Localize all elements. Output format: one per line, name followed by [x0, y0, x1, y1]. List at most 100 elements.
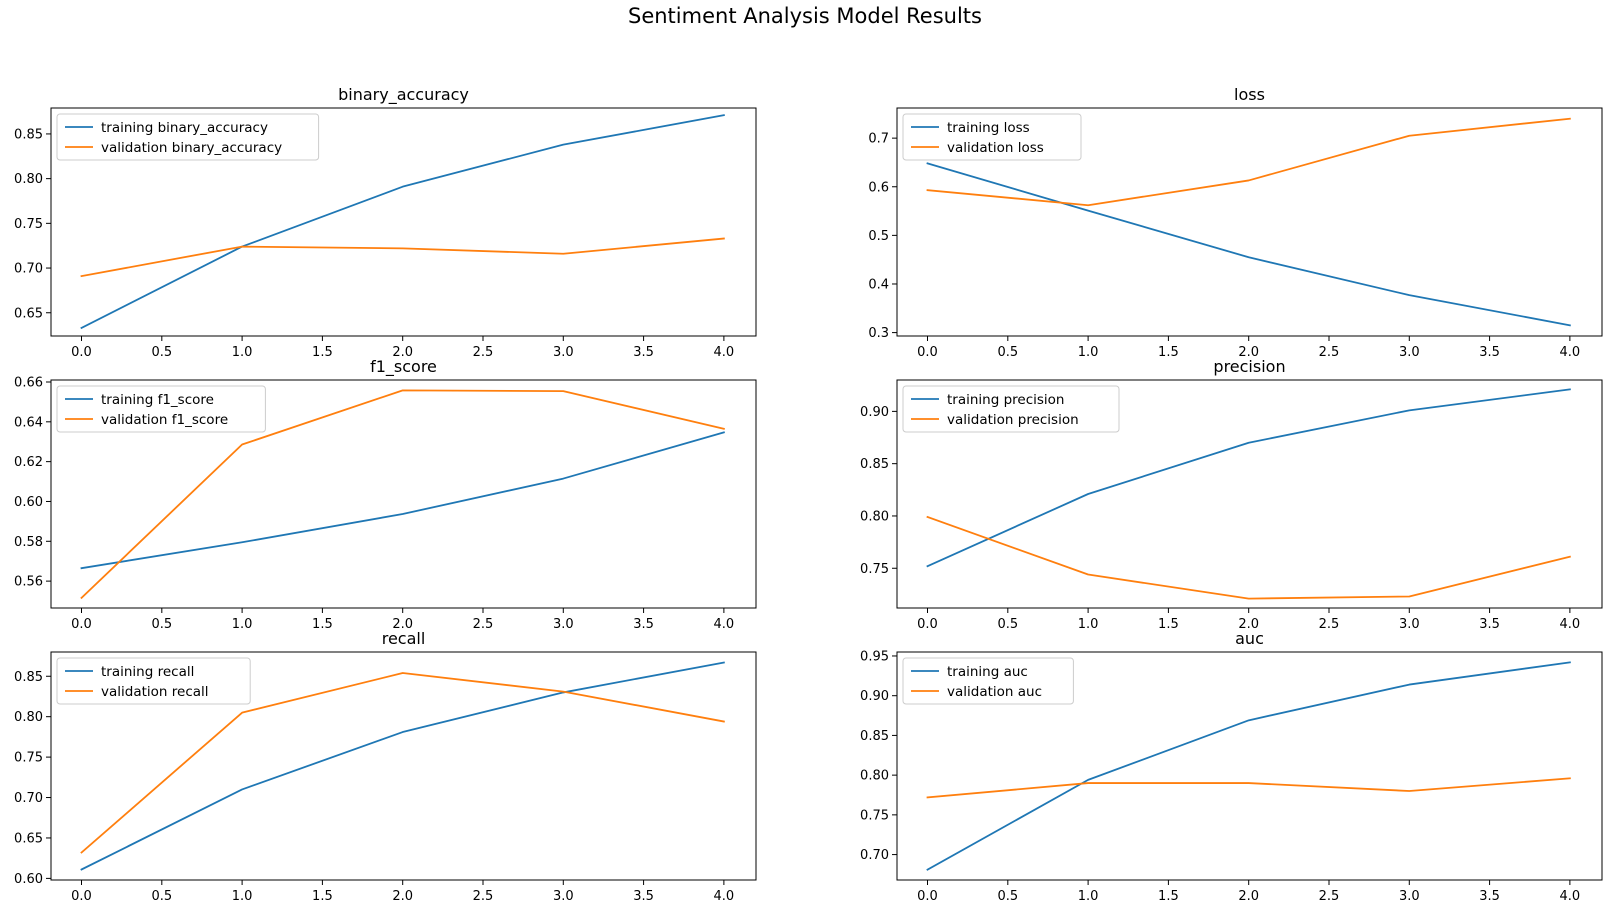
- legend-label: validation precision: [947, 412, 1079, 428]
- x-tick-label: 2.5: [1319, 345, 1340, 360]
- x-tick-label: 2.5: [1319, 889, 1340, 904]
- y-tick-label: 0.85: [14, 670, 43, 685]
- y-tick-label: 0.85: [14, 127, 43, 142]
- y-tick-label: 0.75: [860, 808, 889, 823]
- y-tick-label: 0.62: [14, 455, 43, 470]
- y-tick-label: 0.65: [14, 831, 43, 846]
- training-series-line: [80, 661, 725, 871]
- y-tick-label: 0.75: [860, 562, 889, 577]
- y-tick-label: 0.80: [860, 769, 889, 784]
- validation-series-line: [80, 672, 725, 854]
- legend-box: [902, 385, 1120, 433]
- legend-box: [902, 657, 1074, 705]
- x-tick-label: 4.0: [714, 345, 735, 360]
- legend-label: training binary_accuracy: [101, 120, 268, 136]
- x-tick-label: 3.5: [1479, 345, 1500, 360]
- y-tick-label: 0.60: [14, 495, 43, 510]
- x-tick-label: 1.0: [1078, 617, 1099, 632]
- x-tick-label: 0.5: [151, 617, 172, 632]
- axes-frame: [50, 651, 757, 881]
- x-tick-label: 0.5: [151, 889, 172, 904]
- subplot-recall: recall 0.0 0.5 1.0 1.5 2.0 2.5 3.0 3.5 4.0 0.60 0.6…: [14, 629, 757, 904]
- training-series-line: [926, 388, 1571, 568]
- y-tick-label: 0.85: [860, 457, 889, 472]
- training-series-line: [80, 431, 725, 570]
- x-tick-label: 3.0: [553, 889, 574, 904]
- x-tick-label: 0.0: [917, 889, 938, 904]
- x-tick-label: 1.0: [232, 617, 253, 632]
- x-tick-label: 1.0: [1078, 345, 1099, 360]
- training-series-line: [80, 114, 725, 330]
- axes-frame: [896, 651, 1603, 881]
- y-tick-label: 0.90: [860, 405, 889, 420]
- x-tick-label: 3.0: [1399, 889, 1420, 904]
- y-tick-label: 0.75: [14, 751, 43, 766]
- legend-label: validation auc: [947, 684, 1042, 700]
- x-tick-label: 3.0: [1399, 345, 1420, 360]
- x-tick-label: 3.5: [633, 617, 654, 632]
- x-tick-label: 2.0: [392, 345, 413, 360]
- y-tick-label: 0.66: [14, 375, 43, 390]
- legend: training auc validation auc: [902, 657, 1074, 705]
- y-tick-label: 0.64: [14, 415, 43, 430]
- x-tick-label: 3.5: [633, 889, 654, 904]
- legend-label: training recall: [101, 664, 194, 680]
- legend-label: validation f1_score: [101, 412, 228, 428]
- x-tick-label: 2.5: [1319, 617, 1340, 632]
- subplot-title: precision: [1213, 357, 1285, 376]
- x-tick-label: 2.5: [473, 889, 494, 904]
- x-tick-label: 1.5: [1158, 617, 1179, 632]
- x-tick-label: 0.5: [997, 889, 1018, 904]
- subplot-auc: auc 0.0 0.5 1.0 1.5 2.0 2.5 3.0 3.5 4.0 0.70 0.75 0.…: [860, 629, 1603, 904]
- legend-label: validation loss: [947, 140, 1044, 156]
- axes-frame: [50, 107, 757, 337]
- training-series-line: [926, 661, 1571, 871]
- x-tick-label: 4.0: [714, 617, 735, 632]
- legend-box: [902, 113, 1082, 161]
- axes-frame: [896, 107, 1603, 337]
- legend: training precision validation precision: [902, 385, 1120, 433]
- x-tick-label: 1.5: [1158, 889, 1179, 904]
- legend-box: [56, 385, 266, 433]
- x-tick-label: 2.5: [473, 617, 494, 632]
- y-tick-label: 0.60: [14, 872, 43, 887]
- x-tick-label: 0.0: [71, 345, 92, 360]
- x-tick-label: 3.0: [553, 617, 574, 632]
- x-tick-label: 3.0: [553, 345, 574, 360]
- y-tick-label: 0.5: [868, 229, 889, 244]
- x-tick-label: 3.0: [1399, 617, 1420, 632]
- subplot-precision: precision 0.0 0.5 1.0 1.5 2.0 2.5 3.0 3.5 4.0 0.75…: [860, 357, 1603, 632]
- legend-label: validation binary_accuracy: [101, 140, 282, 156]
- figure-title: Sentiment Analysis Model Results: [628, 4, 982, 28]
- y-tick-label: 0.56: [14, 575, 43, 590]
- y-tick-label: 0.75: [14, 217, 43, 232]
- legend-label: training loss: [947, 120, 1030, 136]
- legend-label: training auc: [947, 664, 1028, 680]
- x-tick-label: 2.0: [1238, 345, 1259, 360]
- y-tick-label: 0.85: [860, 729, 889, 744]
- y-tick-label: 0.70: [14, 262, 43, 277]
- validation-series-line: [80, 389, 725, 600]
- x-tick-label: 2.0: [1238, 617, 1259, 632]
- subplot-f1-score: f1_score 0.0 0.5 1.0 1.5 2.0 2.5 3.0 3.5 4.0 0.56 0…: [14, 357, 757, 632]
- subplot-title: f1_score: [370, 357, 437, 377]
- legend: training recall validation recall: [56, 657, 251, 705]
- legend: training loss validation loss: [902, 113, 1082, 161]
- validation-series-line: [926, 777, 1571, 799]
- x-tick-label: 0.5: [997, 617, 1018, 632]
- validation-series-line: [926, 117, 1571, 207]
- y-tick-label: 0.6: [868, 180, 889, 195]
- x-tick-label: 0.0: [917, 617, 938, 632]
- x-tick-label: 1.5: [312, 617, 333, 632]
- legend-label: training precision: [947, 392, 1065, 408]
- y-tick-label: 0.70: [860, 848, 889, 863]
- legend-label: validation recall: [101, 684, 209, 700]
- training-series-line: [926, 162, 1571, 327]
- y-tick-label: 0.95: [860, 649, 889, 664]
- x-tick-label: 1.0: [1078, 889, 1099, 904]
- x-tick-label: 3.5: [1479, 617, 1500, 632]
- x-tick-label: 0.5: [151, 345, 172, 360]
- legend-box: [56, 113, 320, 161]
- validation-series-line: [80, 237, 725, 278]
